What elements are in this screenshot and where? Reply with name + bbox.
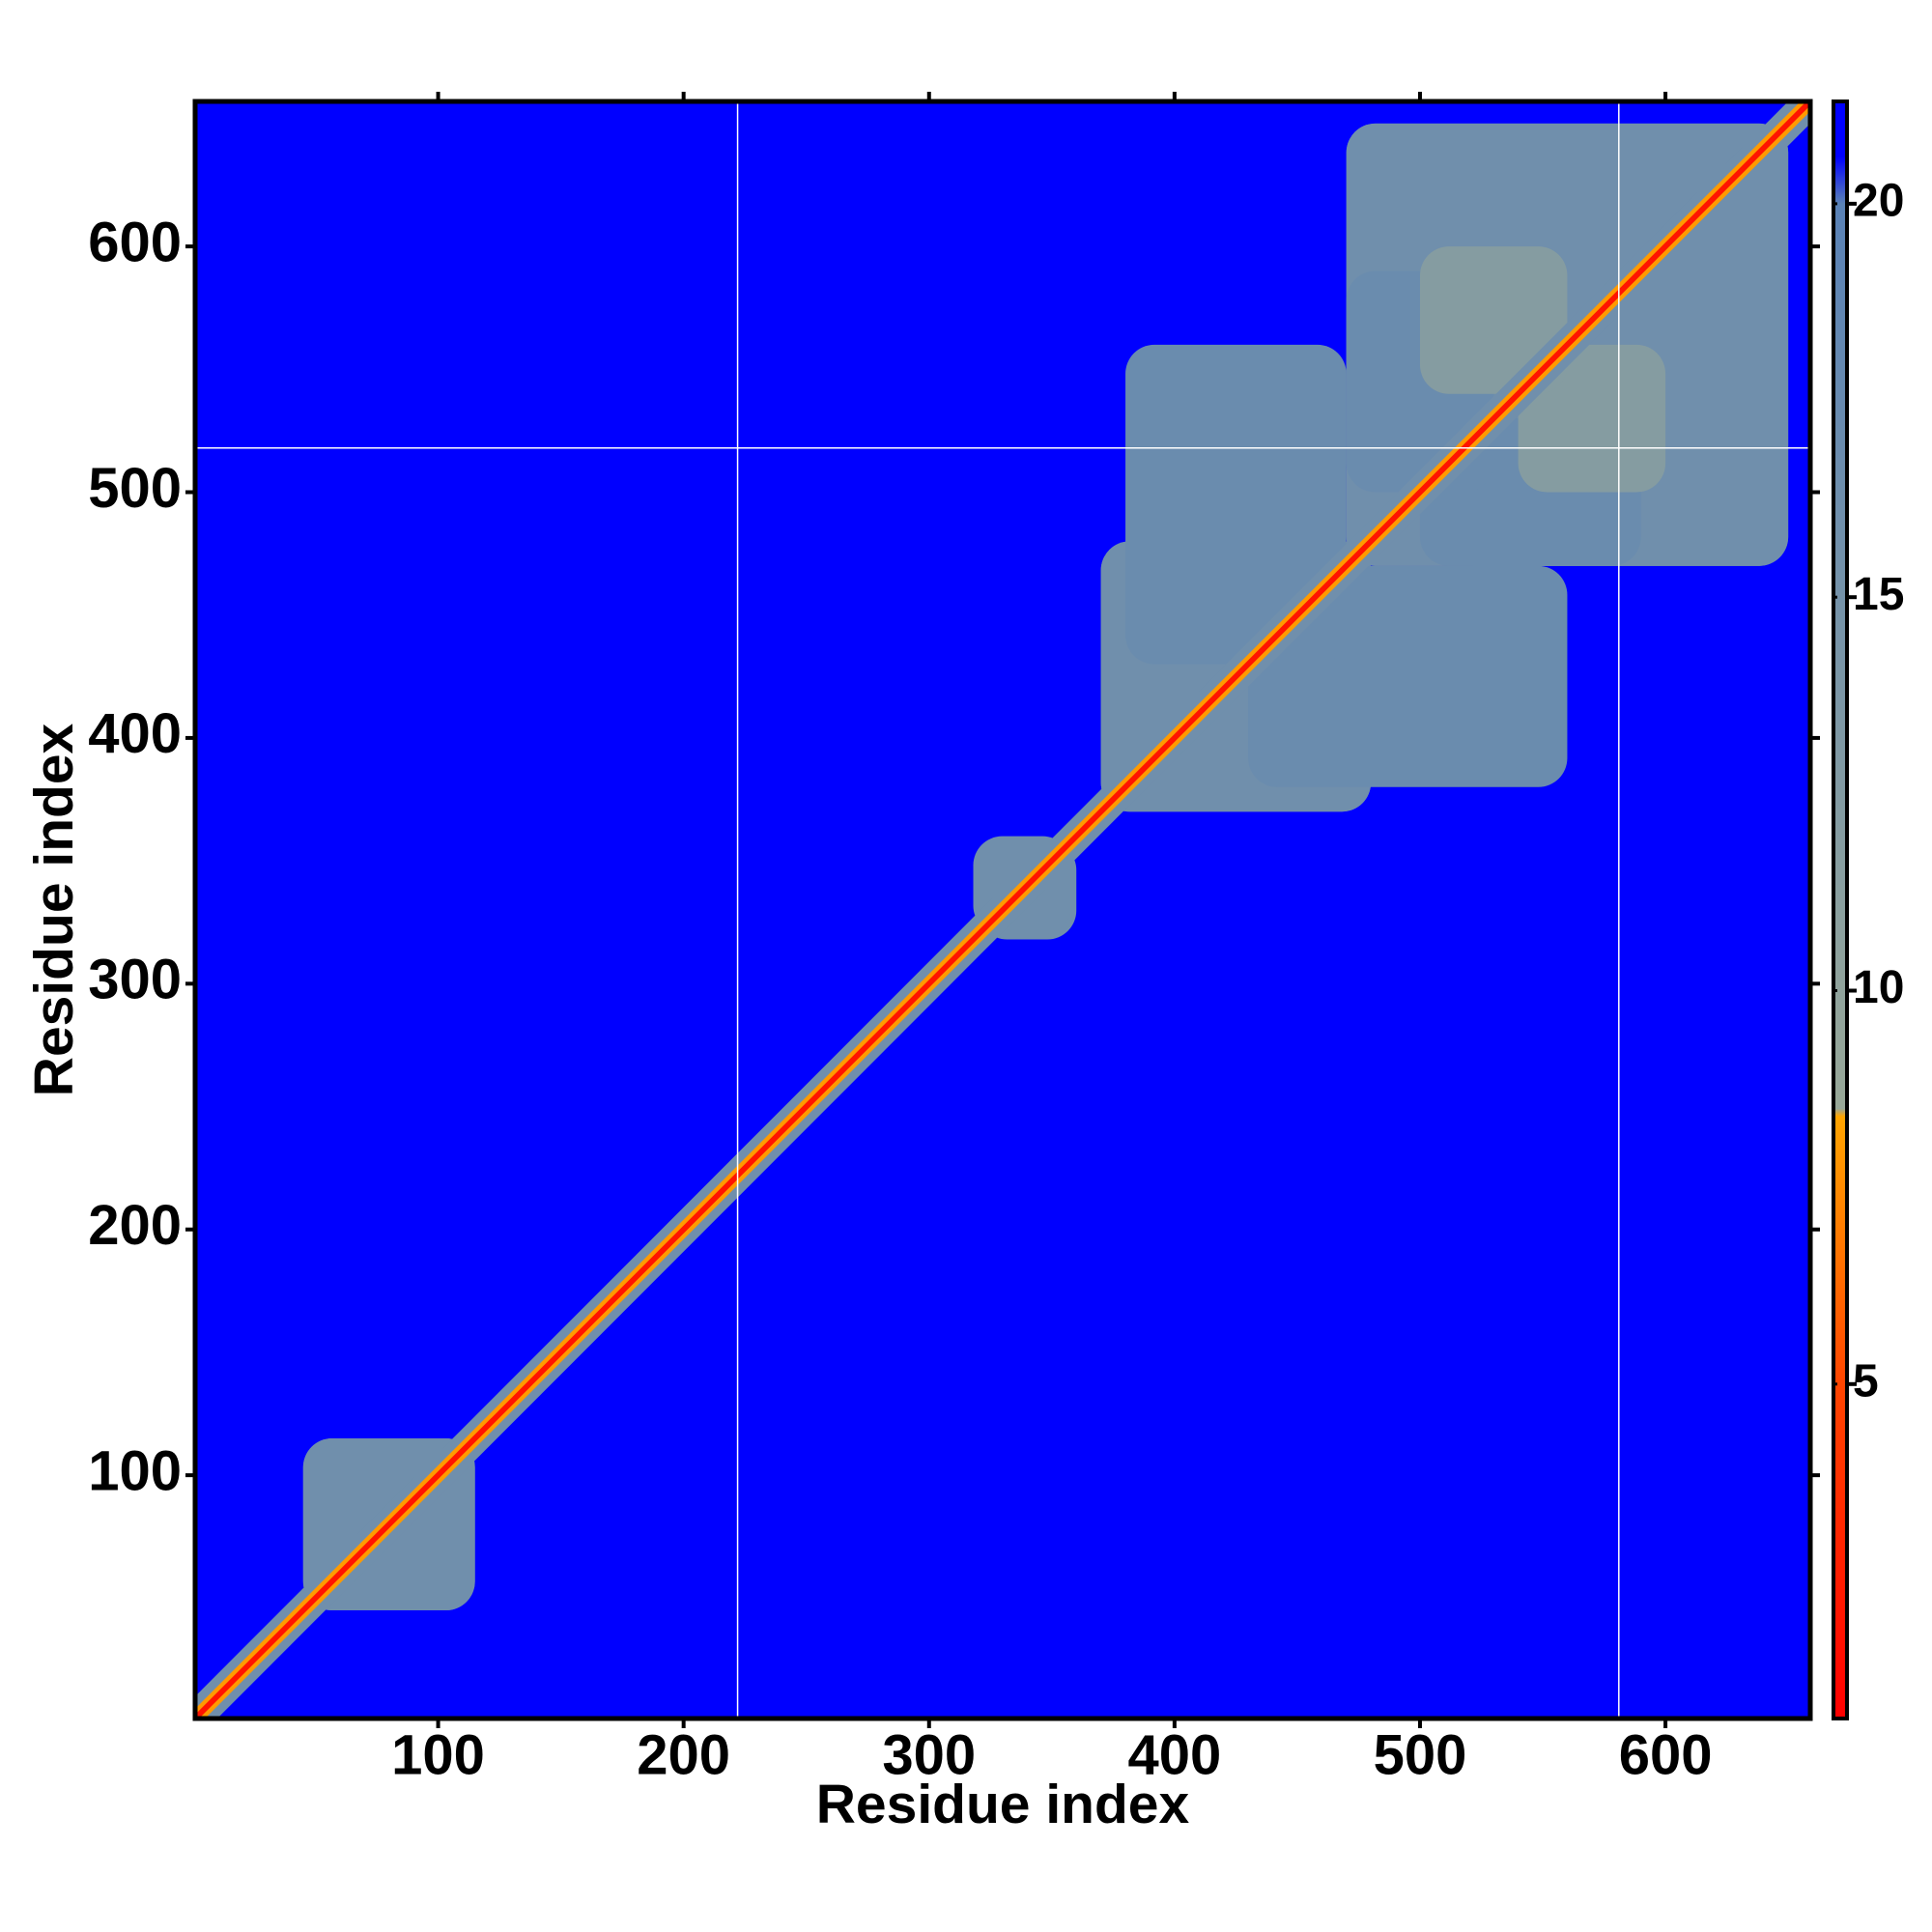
x-tick-label: 300 xyxy=(882,1723,976,1786)
y-tick-label: 300 xyxy=(88,949,182,1011)
x-tick-label: 400 xyxy=(1127,1723,1221,1786)
x-tick-label: 600 xyxy=(1619,1723,1713,1786)
colorbar-tick-label: 10 xyxy=(1853,962,1904,1013)
contact-block xyxy=(1419,246,1568,394)
y-tick-label: 600 xyxy=(88,211,182,273)
y-axis-title: Residue index xyxy=(23,723,85,1096)
plot-frame xyxy=(192,99,1813,1721)
diagonal-band xyxy=(195,101,1810,1719)
colorbar-tick-label: 15 xyxy=(1853,569,1904,620)
y-tick-label: 400 xyxy=(88,702,182,765)
contact-block xyxy=(1125,344,1347,665)
y-tick-label: 100 xyxy=(88,1439,182,1502)
colorbar-tick-label: 5 xyxy=(1853,1355,1879,1406)
y-tick-label: 200 xyxy=(88,1194,182,1257)
x-tick-label: 500 xyxy=(1374,1723,1467,1786)
y-tick-label: 500 xyxy=(88,457,182,520)
colorbar xyxy=(1832,99,1849,1720)
x-tick-label: 100 xyxy=(391,1723,485,1786)
colorbar-tick-label: 20 xyxy=(1853,176,1904,227)
x-axis-title: Residue index xyxy=(816,1774,1190,1835)
heatmap xyxy=(195,101,1810,1719)
x-tick-label: 200 xyxy=(637,1723,730,1786)
